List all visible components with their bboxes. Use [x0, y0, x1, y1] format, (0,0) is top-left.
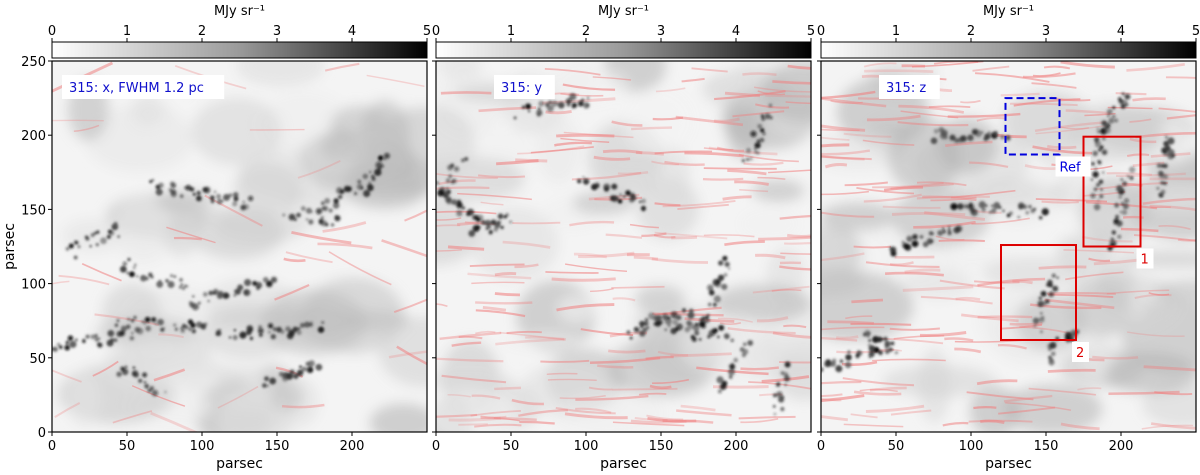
colorbar-label: MJy sr⁻¹ — [214, 4, 265, 19]
region-label-bg — [1055, 156, 1091, 177]
plot-frame — [820, 60, 1197, 433]
x-axis-label: parsec — [600, 456, 647, 472]
plot-frame — [435, 60, 812, 433]
polarization-streaks-z — [821, 61, 1196, 431]
colorbar-tick-label: 1 — [892, 24, 900, 39]
region-box-2 — [1000, 244, 1077, 341]
panel-tag: 315: x, FWHM 1.2 pc — [69, 81, 204, 96]
colorbar-z: 0 1 2 3 4 5 MJy sr⁻¹ — [817, 4, 1200, 59]
colorbar-tick-label: 5 — [423, 24, 431, 39]
heatmap-image-y — [436, 61, 811, 432]
panel-z: Ref 1 2 315: z 0 50 100 150 200 parsec 0 1 2 3 4 5 MJy s… — [817, 4, 1200, 472]
x-axis-label: parsec — [216, 456, 263, 472]
y-tick-label: 0 — [38, 426, 46, 441]
panel-tag-bg — [62, 75, 225, 99]
colorbar-gradient — [51, 41, 428, 59]
x-tick-label: 100 — [959, 439, 984, 454]
y-tick-label: 100 — [21, 278, 46, 293]
panel-x: 315: x, FWHM 1.2 pc0 50 100 150 200parsec050… — [2, 4, 431, 472]
colorbar-tick-label: 3 — [273, 24, 281, 39]
colorbar-tick-label: 2 — [198, 24, 206, 39]
colorbar-x: 0 1 2 3 4 5 MJy sr⁻¹ — [48, 4, 431, 59]
region-label-2: 2 — [1076, 346, 1084, 361]
x-tick-label: 50 — [503, 439, 520, 454]
panel-tag: 315: z — [886, 81, 926, 96]
colorbar-tick-label: 4 — [732, 24, 740, 39]
colorbar-tick-label: 0 — [432, 24, 440, 39]
y-tick-label: 50 — [29, 352, 46, 367]
colorbar-label: MJy sr⁻¹ — [598, 4, 649, 19]
dense-filaments-z — [821, 92, 1176, 373]
colorbar-tick-label: 3 — [657, 24, 665, 39]
x-tick-label: 200 — [1109, 439, 1134, 454]
colorbar-y: 0 1 2 3 4 5 MJy sr⁻¹ — [432, 4, 815, 59]
panel-tag: 315: y — [501, 81, 542, 96]
x-tick-label: 150 — [1034, 439, 1059, 454]
x-tick-label: 50 — [119, 439, 136, 454]
dense-filaments-y — [436, 93, 791, 416]
colorbar-tick-label: 5 — [1192, 24, 1200, 39]
x-tick-label: 0 — [817, 439, 825, 454]
heatmap-image-x — [52, 61, 427, 432]
x-tick-label: 50 — [888, 439, 905, 454]
panel-tag-bg — [494, 75, 555, 99]
region-label-bg — [1072, 341, 1089, 362]
panel-tag-bg — [879, 75, 940, 99]
colorbar-tick-label: 1 — [123, 24, 131, 39]
colorbar-tick-label: 3 — [1042, 24, 1050, 39]
colorbar-tick-label: 2 — [582, 24, 590, 39]
colorbar-gradient — [435, 41, 812, 59]
x-tick-label: 100 — [574, 439, 599, 454]
colorbar-tick-label: 2 — [967, 24, 975, 39]
x-tick-label: 0 — [48, 439, 56, 454]
region-box-1 — [1082, 135, 1142, 248]
polarization-streaks-y — [436, 64, 811, 428]
colorbar-gradient — [820, 41, 1197, 59]
colorbar-tick-label: 5 — [807, 24, 815, 39]
plot-frame — [51, 60, 428, 433]
x-axis-label: parsec — [985, 456, 1032, 472]
y-tick-label: 150 — [21, 203, 46, 218]
x-tick-label: 0 — [432, 439, 440, 454]
y-tick-label: 250 — [21, 55, 46, 70]
heatmap-image-z — [821, 61, 1196, 432]
x-tick-label: 150 — [265, 439, 290, 454]
region-box-ref — [1004, 97, 1061, 156]
colorbar-label: MJy sr⁻¹ — [983, 4, 1034, 19]
region-label-1: 1 — [1141, 253, 1149, 268]
x-tick-label: 200 — [340, 439, 365, 454]
x-tick-label: 200 — [724, 439, 749, 454]
dense-filaments-x — [52, 152, 390, 397]
colorbar-tick-label: 4 — [348, 24, 356, 39]
x-tick-label: 100 — [190, 439, 215, 454]
colorbar-tick-label: 1 — [507, 24, 515, 39]
colorbar-tick-label: 0 — [817, 24, 825, 39]
y-axis-label: parsec — [2, 223, 18, 270]
colorbar-tick-label: 4 — [1117, 24, 1125, 39]
panel-y: 315: y 0 50 100 150 200 parsec 0 1 2 3 4 5 MJy sr⁻¹ — [432, 4, 815, 472]
colorbar-tick-label: 0 — [48, 24, 56, 39]
y-tick-label: 200 — [21, 129, 46, 144]
region-label-bg — [1136, 248, 1154, 269]
x-tick-label: 150 — [649, 439, 674, 454]
region-label-ref: Ref — [1060, 160, 1081, 175]
